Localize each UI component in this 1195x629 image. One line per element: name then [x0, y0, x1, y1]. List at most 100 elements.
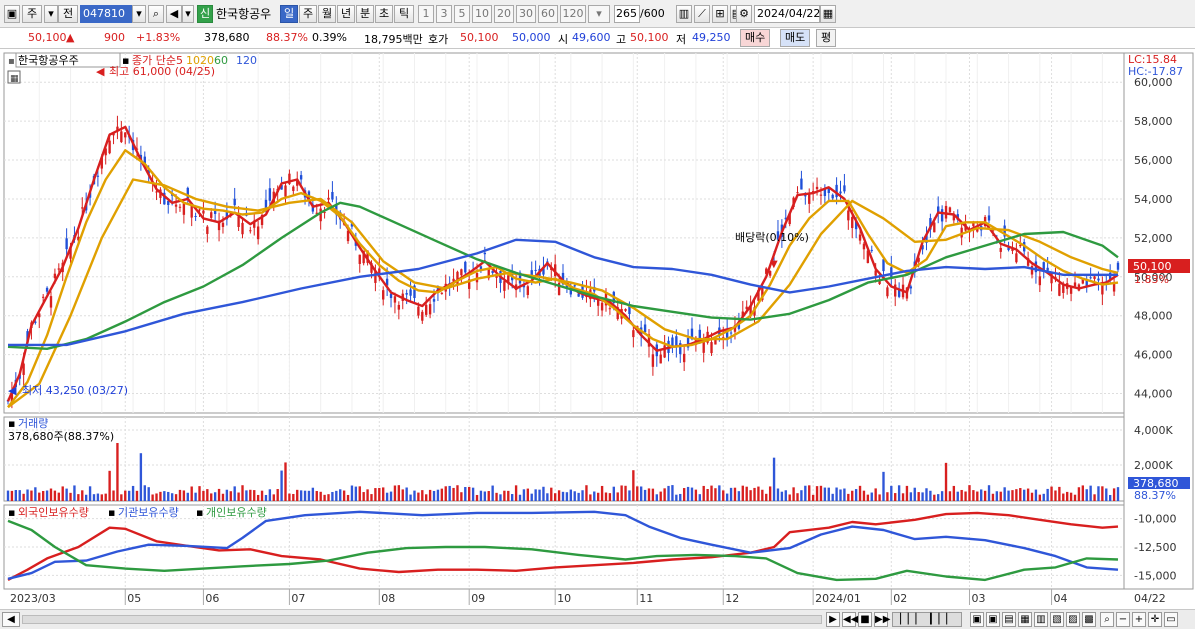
candle-body — [456, 271, 459, 285]
candle-body — [264, 199, 268, 212]
chart-scrollbar[interactable]: ◀ ▶ ◀◀ ■ ▶▶ ▏▏▏▕▏▏▏ ▣ ▣ ▤ ▦ ▥ ▧ ▨ ▩ ⌕ − … — [0, 609, 1195, 629]
calendar-icon[interactable]: ▦ — [820, 5, 836, 23]
fast-forward-icon[interactable]: ▶▶ — [874, 612, 891, 627]
speaker-icon[interactable]: ◀ — [166, 5, 182, 23]
stop-icon[interactable]: ■ — [858, 612, 872, 627]
zoom-out-icon[interactable]: − — [1116, 612, 1130, 627]
ma-5-label: 5 — [176, 54, 183, 67]
reset-icon[interactable]: ▭ — [1164, 612, 1178, 627]
volume-bar — [596, 492, 600, 501]
layout-icon-4[interactable]: ▦ — [1018, 612, 1032, 627]
tab-week[interactable]: 주 — [299, 5, 317, 23]
grid-icon[interactable]: ⊞ — [712, 5, 728, 23]
layout-icon-8[interactable]: ▩ — [1082, 612, 1096, 627]
volume-bar — [131, 485, 135, 501]
dropdown-icon[interactable]: ▾ — [44, 5, 58, 23]
flat-button[interactable]: 평 — [816, 29, 837, 47]
layout-icon-6[interactable]: ▧ — [1050, 612, 1064, 627]
candle-body — [1038, 276, 1042, 286]
candle-icon[interactable]: ▥ — [676, 5, 692, 23]
tab-day[interactable]: 일 — [280, 5, 298, 23]
volume-bar — [448, 485, 451, 501]
candle-body — [366, 250, 369, 263]
layout-icon-2[interactable]: ▣ — [986, 612, 1000, 627]
candle-body — [104, 148, 107, 156]
candle-body — [124, 132, 127, 138]
tab-second[interactable]: 초 — [375, 5, 393, 23]
period-3[interactable]: 3 — [436, 5, 452, 23]
volume-bar — [57, 492, 60, 501]
zoom-slider[interactable]: ▏▏▏▕▏▏▏ — [892, 612, 962, 627]
stock-chart[interactable]: 60,000 58,000 56,000 54,000 52,000 50,000 48,0… — [0, 49, 1195, 609]
tab-year[interactable]: 년 — [337, 5, 355, 23]
count-input[interactable]: 265 — [614, 5, 640, 23]
volume-bar — [135, 490, 139, 501]
layout-icon-3[interactable]: ▤ — [1002, 612, 1016, 627]
speaker-dropdown-icon[interactable]: ▾ — [182, 5, 194, 23]
volume-bar — [600, 485, 604, 501]
period-60[interactable]: 60 — [538, 5, 558, 23]
buy-button[interactable]: 매수 — [740, 29, 771, 47]
candle-body — [1081, 279, 1085, 284]
volume-bar — [475, 494, 479, 501]
prev-button[interactable]: 전 — [58, 5, 78, 23]
candle-body — [436, 287, 440, 291]
scroll-track[interactable] — [22, 615, 822, 624]
code-dropdown-icon[interactable]: ▾ — [132, 5, 146, 23]
gear-icon[interactable]: ⚙ — [736, 5, 752, 23]
scroll-left-icon[interactable]: ◀ — [2, 612, 20, 627]
current-pct-tag: 1.83% — [1134, 273, 1169, 286]
crosshair-icon[interactable]: ✛ — [1148, 612, 1162, 627]
scroll-right-icon[interactable]: ▶ — [826, 612, 840, 627]
ma-20-label: 20 — [200, 54, 214, 67]
rewind-icon[interactable]: ◀◀ — [842, 612, 859, 627]
volume-bar — [307, 490, 311, 501]
tab-month[interactable]: 월 — [318, 5, 336, 23]
volume-bar — [526, 488, 530, 501]
holding-dot-icon-3: ▪ — [196, 506, 203, 519]
period-10[interactable]: 10 — [472, 5, 492, 23]
legend-dot-icon-2: ▪ — [122, 54, 129, 67]
draw-tool-icon[interactable]: ⟋ — [694, 5, 710, 23]
period-30[interactable]: 30 — [516, 5, 536, 23]
stock-code-input[interactable]: 047810 — [80, 5, 132, 23]
sell-button[interactable]: 매도 — [780, 29, 811, 47]
tab-tick[interactable]: 틱 — [394, 5, 414, 23]
zoom-in-icon[interactable]: + — [1132, 612, 1146, 627]
volume-bar — [612, 486, 615, 501]
search-button[interactable]: 주 — [22, 5, 42, 23]
candle-body — [671, 337, 674, 347]
layout-icon-7[interactable]: ▨ — [1066, 612, 1080, 627]
candle-body — [702, 340, 705, 353]
price-tick-label: 50,000 — [1134, 271, 1173, 284]
volume-bar — [546, 493, 549, 501]
volume-bar — [870, 492, 873, 501]
tab-minute[interactable]: 분 — [356, 5, 374, 23]
layout-icon-1[interactable]: ▣ — [970, 612, 984, 627]
price-tick-label: 52,000 — [1134, 232, 1173, 245]
magnify-icon[interactable]: ⌕ — [1100, 612, 1114, 627]
volume-bar — [983, 490, 987, 501]
volume-bar — [147, 487, 150, 501]
price-tick-label: 46,000 — [1134, 349, 1173, 362]
period-20[interactable]: 20 — [494, 5, 514, 23]
price-tag-box — [1128, 259, 1190, 273]
candle-body — [530, 270, 533, 278]
volume-bar — [643, 489, 647, 501]
search-icon[interactable]: ⌕ — [148, 5, 164, 23]
period-5[interactable]: 5 — [454, 5, 470, 23]
chart-menu-icon[interactable]: ▣ — [4, 5, 20, 23]
volume-bar — [268, 489, 272, 501]
period-dropdown-icon[interactable]: ▾ — [588, 5, 610, 23]
calculator-icon[interactable] — [7, 70, 21, 84]
candle-body — [815, 186, 819, 190]
period-120[interactable]: 120 — [560, 5, 586, 23]
layout-icon-5[interactable]: ▥ — [1034, 612, 1048, 627]
volume-bar — [1116, 487, 1120, 501]
volume-bar — [280, 470, 283, 501]
volume-bar — [264, 494, 268, 501]
period-1[interactable]: 1 — [418, 5, 434, 23]
volume-bar — [92, 494, 96, 501]
date-input[interactable]: 2024/04/22 — [754, 5, 820, 23]
hoga-ask: 50,100 — [460, 31, 499, 44]
